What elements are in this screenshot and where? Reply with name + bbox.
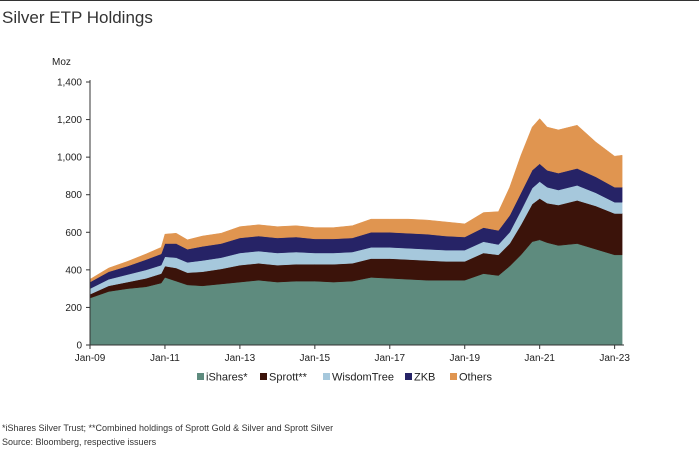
legend-swatch [323, 373, 330, 380]
y-tick-label: 1,400 [57, 78, 82, 89]
y-tick-label: 400 [65, 265, 82, 276]
x-axis-ticks: Jan-09 Jan-11 Jan-13 Jan-15 Jan-17 Jan-19 Jan-… [75, 345, 630, 364]
legend-label: ZKB [414, 372, 435, 384]
x-tick-label: Jan-23 [599, 353, 630, 364]
y-tick-label: 600 [65, 228, 82, 239]
x-tick-label: Jan-19 [449, 353, 480, 364]
legend-swatch [260, 373, 267, 380]
area-others [89, 118, 623, 283]
y-tick-label: 1,000 [57, 153, 82, 164]
legend-swatch [405, 373, 412, 380]
page-title: Silver ETP Holdings [2, 8, 153, 27]
x-tick-label: Jan-15 [300, 353, 331, 364]
footnote-note: *iShares Silver Trust; **Combined holdin… [2, 423, 334, 433]
legend-label: iShares* [206, 372, 248, 384]
legend-swatch [450, 373, 457, 380]
x-tick-label: Jan-21 [524, 353, 555, 364]
legend-label: Sprott** [269, 372, 308, 384]
legend: iShares* Sprott** WisdomTree ZKB Others [197, 372, 493, 384]
top-rule [0, 0, 699, 1]
axes [89, 80, 624, 346]
stacked-areas [89, 118, 623, 346]
footnote-source: Source: Bloomberg, respective issuers [2, 437, 157, 447]
x-tick-label: Jan-17 [375, 353, 406, 364]
x-tick-label: Jan-11 [150, 353, 180, 364]
legend-swatch [197, 373, 204, 380]
x-tick-label: Jan-09 [75, 353, 106, 364]
y-tick-label: 800 [65, 190, 82, 201]
y-tick-label: 200 [65, 303, 82, 314]
y-axis-label: Moz [52, 57, 71, 68]
y-axis-ticks: 0 200 400 600 800 1,000 1,200 1,400 [57, 78, 90, 352]
legend-label: WisdomTree [332, 372, 394, 384]
x-tick-label: Jan-13 [225, 353, 256, 364]
legend-label: Others [459, 372, 493, 384]
y-tick-label: 0 [76, 341, 82, 352]
y-tick-label: 1,200 [57, 115, 82, 126]
